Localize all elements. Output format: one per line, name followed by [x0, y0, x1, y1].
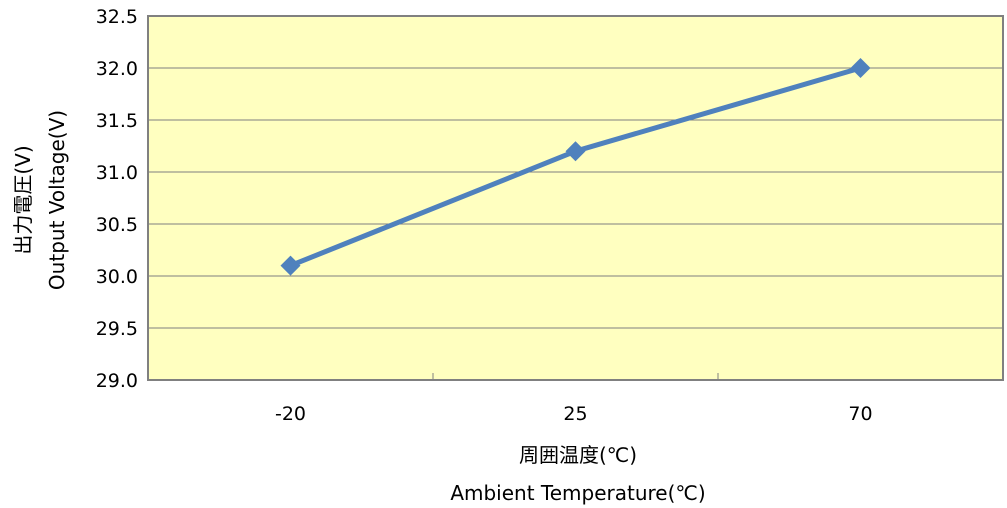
y-tick-label: 31.5 [96, 110, 138, 132]
data-point-marker [280, 255, 301, 276]
x-tick-labels: -20 25 70 [275, 403, 873, 425]
data-point-marker [565, 141, 586, 162]
y-axis-title-en: Output Voltage(V) [45, 110, 69, 290]
y-tick-label: 29.5 [96, 318, 138, 340]
x-tick-label: -20 [275, 403, 306, 425]
x-tick-marks [432, 373, 719, 380]
data-point-marker [850, 58, 871, 78]
y-tick-label: 31.0 [96, 162, 138, 184]
x-axis-title-en: Ambient Temperature(℃) [450, 481, 705, 505]
x-tick-label: 25 [563, 403, 587, 425]
y-tick-labels: 29.0 29.5 30.0 30.5 31.0 31.5 32.0 32.5 [96, 6, 138, 392]
y-axis-title-ja: 出力電圧(V) [11, 145, 35, 254]
plot-area [147, 15, 1004, 381]
y-tick-label: 32.5 [96, 6, 138, 28]
y-tick-label: 29.0 [96, 370, 138, 392]
x-axis-title-ja: 周囲温度(℃) [519, 443, 637, 467]
gridlines [148, 67, 1003, 329]
y-tick-label: 30.0 [96, 266, 138, 288]
x-tick-label: 70 [848, 403, 872, 425]
data-point-markers [280, 58, 871, 276]
y-tick-label: 32.0 [96, 58, 138, 80]
y-tick-label: 30.5 [96, 214, 138, 236]
